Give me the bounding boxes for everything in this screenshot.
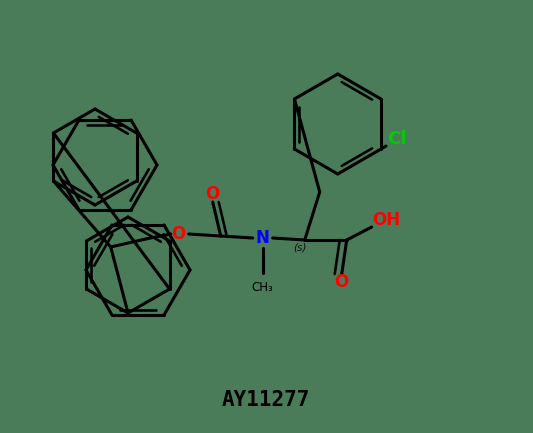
Text: O: O — [172, 225, 186, 243]
Text: OH: OH — [372, 211, 400, 229]
Text: CH₃: CH₃ — [252, 281, 273, 294]
Text: (s): (s) — [293, 243, 306, 253]
Text: Cl: Cl — [387, 130, 407, 148]
Text: AY11277: AY11277 — [222, 390, 310, 410]
Text: N: N — [256, 229, 270, 247]
Text: O: O — [206, 185, 220, 203]
Text: O: O — [335, 273, 349, 291]
